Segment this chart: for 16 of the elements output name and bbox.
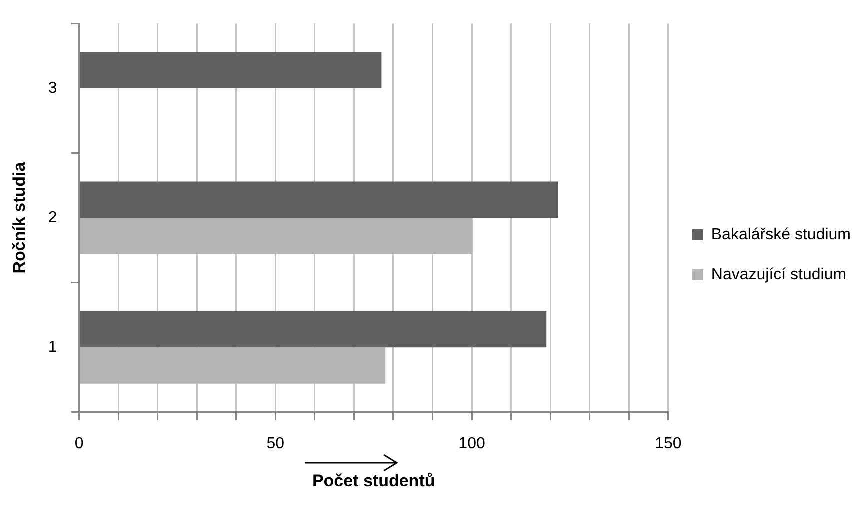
x-axis-title: Počet studentů [312, 471, 436, 490]
y-tick-label: 1 [48, 339, 58, 356]
bar [80, 348, 386, 384]
x-tick-label: 150 [655, 435, 682, 452]
y-tick-label: 2 [48, 209, 58, 226]
x-tick-label: 50 [266, 435, 285, 452]
legend-label: Navazující studium [711, 266, 847, 284]
x-tick-label: 0 [74, 435, 84, 452]
legend-label: Bakalářské studium [711, 226, 852, 244]
bar [80, 182, 558, 218]
bar [80, 311, 547, 348]
x-tick-label: 100 [458, 435, 486, 452]
y-tick-label: 3 [48, 80, 58, 97]
y-axis-title: Ročník studia [10, 162, 29, 274]
bar [80, 52, 382, 88]
bar [80, 218, 472, 254]
